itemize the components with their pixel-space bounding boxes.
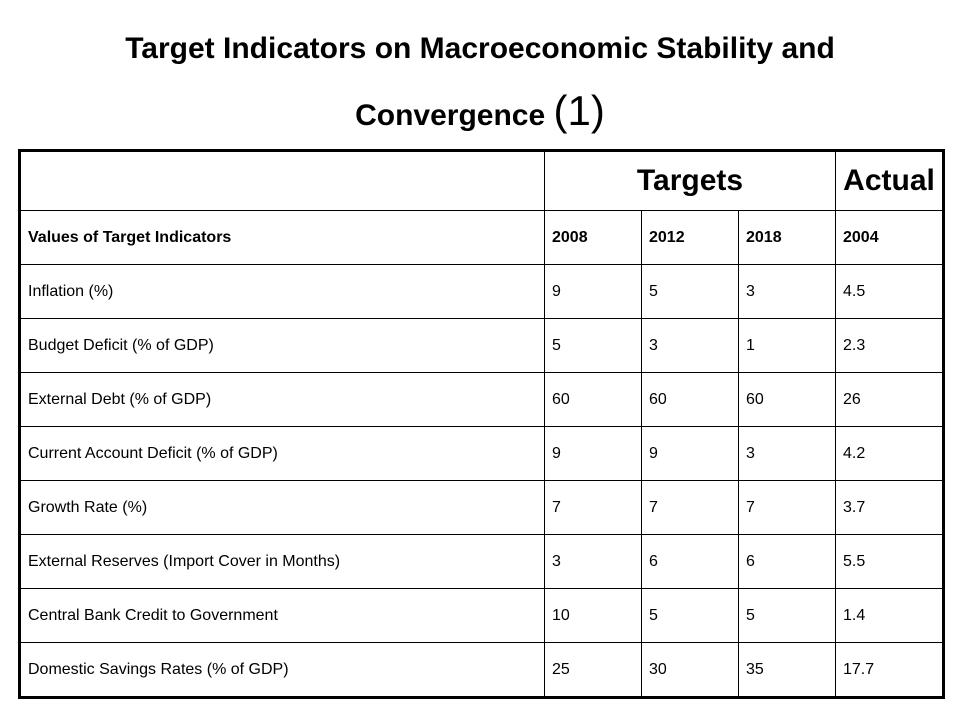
- target-2008-cell: 7: [544, 480, 642, 535]
- target-2012-cell: 6: [641, 534, 739, 589]
- table-row: External Debt (% of GDP) 60 60 60 26: [19, 372, 944, 427]
- target-2008-cell: 3: [544, 534, 642, 589]
- indicator-name-cell: Growth Rate (%): [19, 480, 545, 535]
- target-2008-cell: 60: [544, 372, 642, 427]
- actual-2004-cell: 26: [835, 372, 944, 427]
- title-suffix: (1): [553, 87, 605, 134]
- column-header-2012: 2012: [641, 210, 739, 265]
- column-header-2004: 2004: [835, 210, 944, 265]
- target-2018-cell: 35: [738, 642, 836, 698]
- indicator-name-cell: Current Account Deficit (% of GDP): [19, 426, 545, 481]
- target-2008-cell: 9: [544, 426, 642, 481]
- target-2012-cell: 5: [641, 264, 739, 319]
- indicator-name-cell: External Reserves (Import Cover in Month…: [19, 534, 545, 589]
- indicator-name-cell: External Debt (% of GDP): [19, 372, 545, 427]
- target-2012-cell: 5: [641, 588, 739, 643]
- column-header-2018: 2018: [738, 210, 836, 265]
- target-2018-cell: 60: [738, 372, 836, 427]
- actual-2004-cell: 4.5: [835, 264, 944, 319]
- target-2008-cell: 9: [544, 264, 642, 319]
- target-2018-cell: 1: [738, 318, 836, 373]
- table-row: Budget Deficit (% of GDP) 5 3 1 2.3: [19, 318, 944, 373]
- indicator-name-cell: Inflation (%): [19, 264, 545, 319]
- target-2012-cell: 60: [641, 372, 739, 427]
- target-2012-cell: 7: [641, 480, 739, 535]
- group-header-row: Targets Actual: [19, 150, 944, 211]
- actual-2004-cell: 5.5: [835, 534, 944, 589]
- target-2018-cell: 3: [738, 264, 836, 319]
- indicator-name-cell: Central Bank Credit to Government: [19, 588, 545, 643]
- target-2018-cell: 7: [738, 480, 836, 535]
- title-line-2: Convergence (1): [0, 80, 960, 147]
- table-row: Current Account Deficit (% of GDP) 9 9 3 4.2: [19, 426, 944, 481]
- column-header-row: Values of Target Indicators 2008 2012 20…: [19, 210, 944, 265]
- target-2018-cell: 5: [738, 588, 836, 643]
- column-header-label: Values of Target Indicators: [19, 210, 545, 265]
- target-2012-cell: 9: [641, 426, 739, 481]
- target-2008-cell: 5: [544, 318, 642, 373]
- table-row: Growth Rate (%) 7 7 7 3.7: [19, 480, 944, 535]
- target-2018-cell: 6: [738, 534, 836, 589]
- column-header-2008: 2008: [544, 210, 642, 265]
- actual-2004-cell: 1.4: [835, 588, 944, 643]
- targets-header: Targets: [544, 150, 836, 211]
- table-row: Inflation (%) 9 5 3 4.5: [19, 264, 944, 319]
- indicator-name-cell: Budget Deficit (% of GDP): [19, 318, 545, 373]
- table-row: External Reserves (Import Cover in Month…: [19, 534, 944, 589]
- corner-cell: [19, 150, 545, 211]
- table-row: Domestic Savings Rates (% of GDP) 25 30 35 1…: [19, 642, 944, 698]
- indicator-name-cell: Domestic Savings Rates (% of GDP): [19, 642, 545, 698]
- target-2008-cell: 10: [544, 588, 642, 643]
- target-2018-cell: 3: [738, 426, 836, 481]
- target-2012-cell: 3: [641, 318, 739, 373]
- target-2012-cell: 30: [641, 642, 739, 698]
- table-row: Central Bank Credit to Government 10 5 5 1.4: [19, 588, 944, 643]
- actual-2004-cell: 4.2: [835, 426, 944, 481]
- title-line-2-text: Convergence: [355, 99, 546, 132]
- actual-2004-cell: 2.3: [835, 318, 944, 373]
- actual-2004-cell: 3.7: [835, 480, 944, 535]
- target-2008-cell: 25: [544, 642, 642, 698]
- indicators-table: Targets Actual Values of Target Indicato…: [18, 149, 945, 699]
- actual-2004-cell: 17.7: [835, 642, 944, 698]
- actual-header: Actual: [835, 150, 944, 211]
- title-line-1: Target Indicators on Macroeconomic Stabi…: [125, 32, 835, 65]
- page-title: Target Indicators on Macroeconomic Stabi…: [0, 18, 960, 147]
